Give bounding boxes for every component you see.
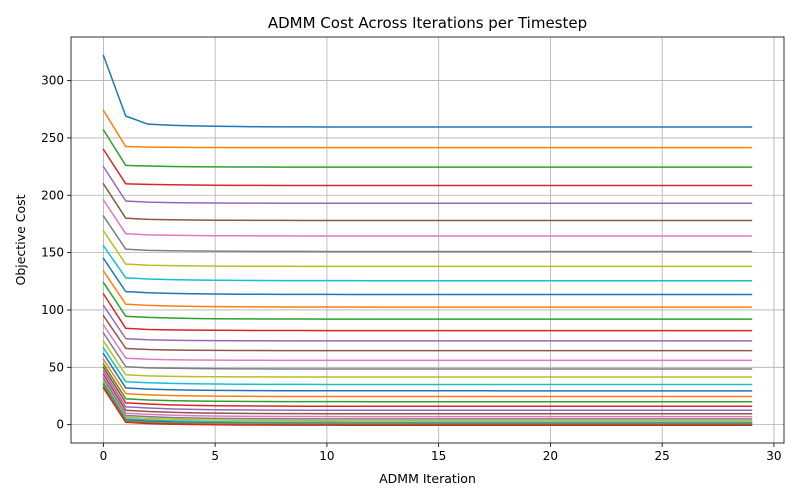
series-line bbox=[102, 332, 753, 370]
series-line bbox=[102, 257, 753, 296]
series-line bbox=[102, 54, 753, 128]
y-tick-label: 200 bbox=[41, 188, 64, 202]
series-line bbox=[102, 304, 753, 342]
series-line bbox=[102, 314, 753, 352]
x-tick-label: 0 bbox=[100, 449, 108, 463]
series-line bbox=[102, 199, 753, 237]
series-lines bbox=[102, 54, 753, 426]
x-tick-label: 25 bbox=[655, 449, 670, 463]
series-line bbox=[102, 370, 753, 412]
x-axis-label: ADMM Iteration bbox=[379, 471, 476, 486]
y-tick-label: 150 bbox=[41, 246, 64, 260]
series-line bbox=[102, 373, 753, 415]
series-line bbox=[102, 183, 753, 222]
x-tick-label: 5 bbox=[211, 449, 219, 463]
y-tick-label: 300 bbox=[41, 74, 64, 88]
series-line bbox=[102, 352, 753, 392]
plot-frame bbox=[70, 36, 785, 444]
chart-title: ADMM Cost Across Iterations per Timestep bbox=[268, 14, 587, 32]
series-line bbox=[102, 363, 753, 403]
series-line bbox=[102, 382, 753, 424]
series-line bbox=[102, 387, 753, 426]
series-line bbox=[102, 281, 753, 320]
series-line bbox=[102, 109, 753, 149]
x-ticks: 0 5 10 15 20 25 30 bbox=[100, 443, 782, 463]
series-line bbox=[102, 270, 753, 308]
series-line bbox=[102, 230, 753, 268]
y-ticks: 0 50 100 150 200 250 300 bbox=[41, 74, 71, 432]
series-line bbox=[102, 375, 753, 418]
series-line bbox=[102, 378, 753, 420]
series-line bbox=[102, 366, 753, 408]
y-axis-label: Objective Cost bbox=[13, 194, 28, 285]
series-line bbox=[102, 358, 753, 398]
x-tick-label: 30 bbox=[766, 449, 781, 463]
x-tick-label: 15 bbox=[431, 449, 446, 463]
series-line bbox=[102, 340, 753, 378]
series-line bbox=[102, 129, 753, 168]
series-line bbox=[102, 380, 753, 422]
x-tick-label: 20 bbox=[543, 449, 558, 463]
y-tick-label: 250 bbox=[41, 131, 64, 145]
x-gridlines bbox=[103, 37, 775, 443]
y-tick-label: 50 bbox=[49, 360, 64, 374]
series-line bbox=[102, 244, 753, 282]
series-line bbox=[102, 148, 753, 187]
series-line bbox=[102, 293, 753, 332]
series-line bbox=[102, 165, 753, 205]
y-tick-label: 100 bbox=[41, 303, 64, 317]
x-tick-label: 10 bbox=[319, 449, 334, 463]
y-gridlines bbox=[71, 80, 784, 426]
series-line bbox=[102, 347, 753, 386]
y-tick-label: 0 bbox=[56, 418, 64, 432]
series-line bbox=[102, 324, 753, 362]
series-line bbox=[102, 215, 753, 253]
